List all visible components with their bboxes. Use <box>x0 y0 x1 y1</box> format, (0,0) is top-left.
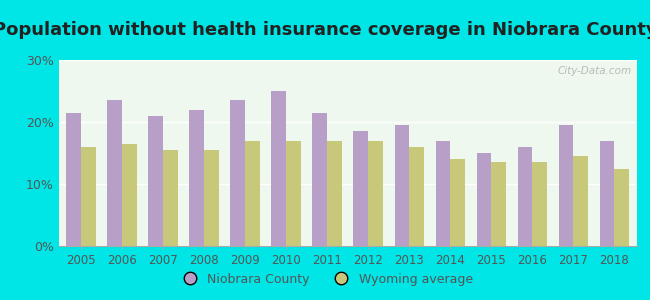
Bar <box>230 100 245 246</box>
Bar <box>286 141 301 246</box>
Bar <box>369 141 383 246</box>
Legend: Niobrara County, Wyoming average: Niobrara County, Wyoming average <box>172 268 478 291</box>
Bar <box>600 141 614 246</box>
Bar <box>327 141 342 246</box>
Bar <box>81 147 96 246</box>
Bar <box>107 100 122 246</box>
Bar <box>491 162 506 246</box>
Bar <box>66 113 81 246</box>
Bar <box>204 150 219 246</box>
Text: City-Data.com: City-Data.com <box>557 66 631 76</box>
Bar <box>313 113 327 246</box>
Bar <box>614 169 629 246</box>
Bar <box>410 147 424 246</box>
Bar <box>436 141 450 246</box>
Bar <box>558 125 573 246</box>
Bar <box>245 141 260 246</box>
Text: Population without health insurance coverage in Niobrara County: Population without health insurance cove… <box>0 21 650 39</box>
Bar <box>122 144 137 246</box>
Bar <box>354 131 369 246</box>
Bar <box>476 153 491 246</box>
Bar <box>450 159 465 246</box>
Bar <box>395 125 410 246</box>
Bar <box>573 156 588 246</box>
Bar <box>517 147 532 246</box>
Bar <box>189 110 204 246</box>
Bar <box>163 150 178 246</box>
Bar <box>272 91 286 246</box>
Bar <box>532 162 547 246</box>
Bar <box>148 116 163 246</box>
